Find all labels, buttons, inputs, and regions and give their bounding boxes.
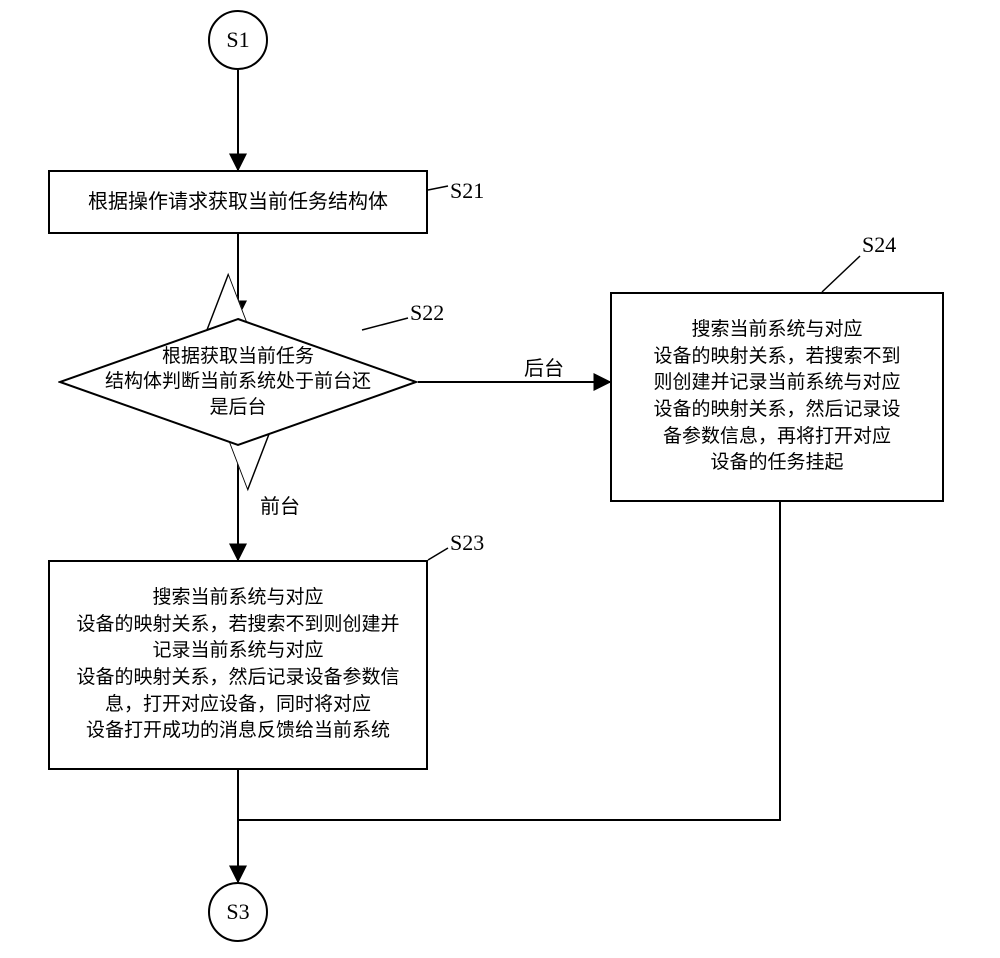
tag-s24: S24: [862, 232, 896, 258]
tag-s22: S22: [410, 300, 444, 326]
node-s3: S3: [208, 882, 268, 942]
edge-label-back: 后台: [524, 352, 564, 381]
node-s3-text: S3: [226, 897, 249, 928]
node-s1: S1: [208, 10, 268, 70]
tag-leader-s24: [822, 256, 860, 292]
node-s22: 根据获取当前任务 结构体判断当前系统处于前台还 是后台: [58, 317, 418, 447]
node-s23-text: 搜索当前系统与对应 设备的映射关系，若搜索不到则创建并 记录当前系统与对应 设备…: [76, 585, 399, 745]
node-s23: 搜索当前系统与对应 设备的映射关系，若搜索不到则创建并 记录当前系统与对应 设备…: [48, 560, 428, 770]
node-s21-text: 根据操作请求获取当前任务结构体: [88, 188, 388, 216]
node-s24: 搜索当前系统与对应 设备的映射关系，若搜索不到 则创建并记录当前系统与对应 设备…: [610, 292, 944, 502]
node-s21: 根据操作请求获取当前任务结构体: [48, 170, 428, 234]
tag-s21: S21: [450, 178, 484, 204]
edge-label-front: 前台: [260, 490, 300, 519]
tag-s23: S23: [450, 530, 484, 556]
node-s22-text: 根据获取当前任务 结构体判断当前系统处于前台还 是后台: [105, 344, 371, 421]
tag-leader-s23: [428, 548, 448, 560]
node-s22-text-wrap: 根据获取当前任务 结构体判断当前系统处于前台还 是后台: [58, 317, 418, 447]
node-s24-text: 搜索当前系统与对应 设备的映射关系，若搜索不到 则创建并记录当前系统与对应 设备…: [653, 317, 900, 477]
node-s1-text: S1: [226, 25, 249, 56]
tag-leader-s21: [428, 186, 448, 190]
